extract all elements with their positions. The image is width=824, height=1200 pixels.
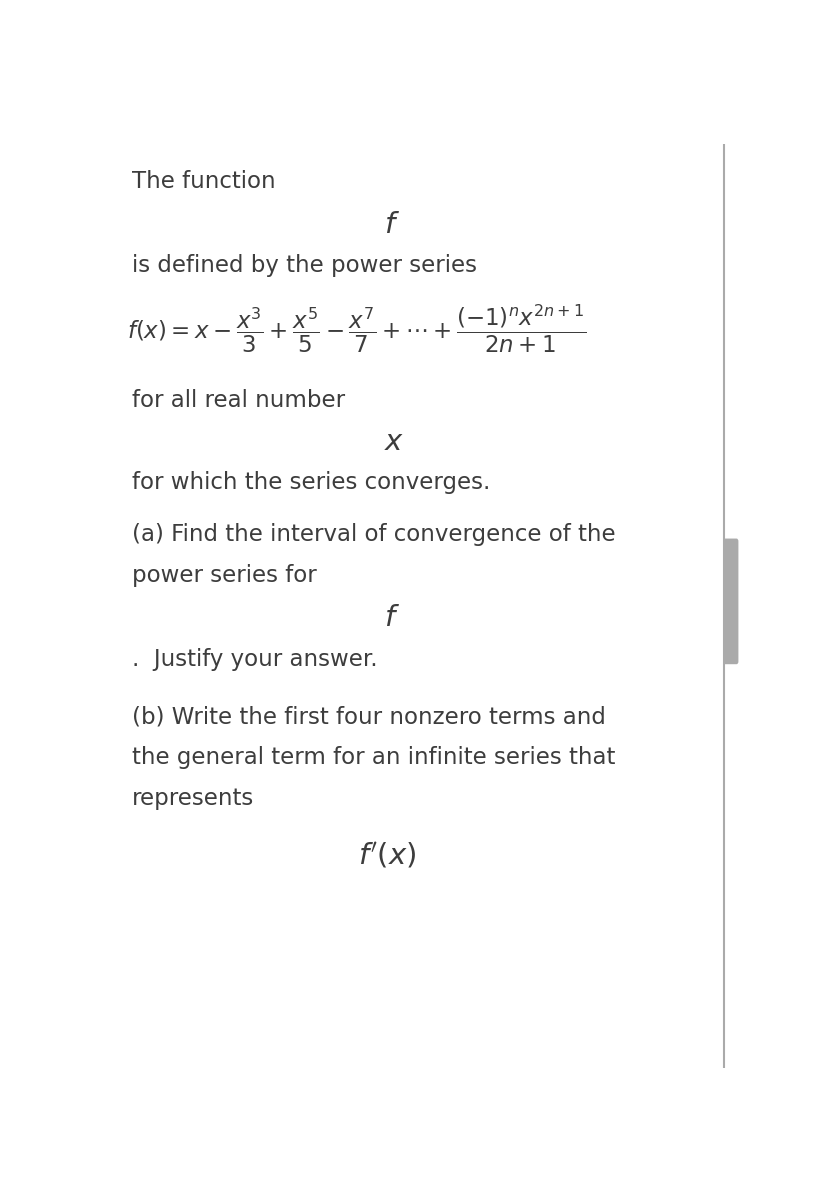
Text: power series for: power series for bbox=[132, 564, 316, 587]
Text: (b) Write the first four nonzero terms and: (b) Write the first four nonzero terms a… bbox=[132, 706, 606, 728]
Text: represents: represents bbox=[132, 787, 254, 810]
Text: is defined by the power series: is defined by the power series bbox=[132, 253, 477, 276]
Text: $x$: $x$ bbox=[384, 427, 405, 456]
FancyBboxPatch shape bbox=[723, 539, 738, 665]
Text: $f'(x)$: $f'(x)$ bbox=[358, 840, 417, 870]
Text: $f$: $f$ bbox=[384, 211, 400, 239]
Text: (a) Find the interval of convergence of the: (a) Find the interval of convergence of … bbox=[132, 523, 616, 546]
Text: The function: The function bbox=[132, 170, 275, 193]
Text: $f$: $f$ bbox=[384, 604, 400, 632]
Text: for which the series converges.: for which the series converges. bbox=[132, 470, 490, 493]
Text: for all real number: for all real number bbox=[132, 389, 345, 413]
Text: $f(x) = x - \dfrac{x^3}{3} + \dfrac{x^5}{5} - \dfrac{x^7}{7} + \cdots + \dfrac{(: $f(x) = x - \dfrac{x^3}{3} + \dfrac{x^5}… bbox=[127, 302, 587, 355]
Text: .  Justify your answer.: . Justify your answer. bbox=[132, 648, 377, 671]
Text: the general term for an infinite series that: the general term for an infinite series … bbox=[132, 746, 615, 769]
